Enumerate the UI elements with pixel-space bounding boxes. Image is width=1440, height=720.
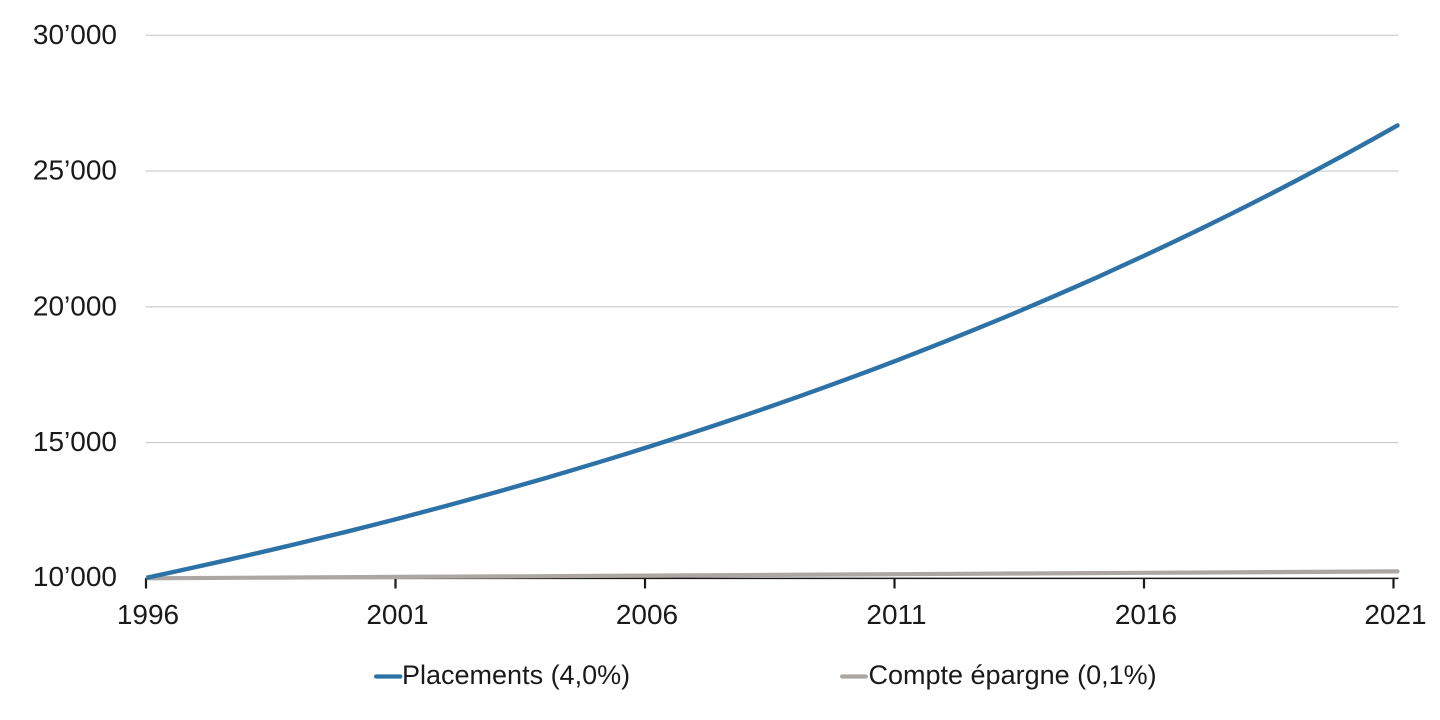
svg-text:Compte épargne (0,1%): Compte épargne (0,1%)	[869, 660, 1157, 690]
svg-text:1996: 1996	[117, 599, 179, 630]
svg-text:2016: 2016	[1115, 599, 1177, 630]
svg-text:15’000: 15’000	[33, 426, 117, 457]
svg-text:20’000: 20’000	[33, 290, 117, 321]
svg-text:2001: 2001	[366, 599, 428, 630]
svg-text:2021: 2021	[1364, 599, 1426, 630]
svg-text:30’000: 30’000	[33, 19, 117, 50]
svg-text:Placements (4,0%): Placements (4,0%)	[402, 660, 630, 690]
svg-text:25’000: 25’000	[33, 155, 117, 186]
svg-text:2011: 2011	[866, 599, 926, 630]
svg-text:10’000: 10’000	[33, 561, 117, 592]
svg-text:2006: 2006	[616, 599, 678, 630]
